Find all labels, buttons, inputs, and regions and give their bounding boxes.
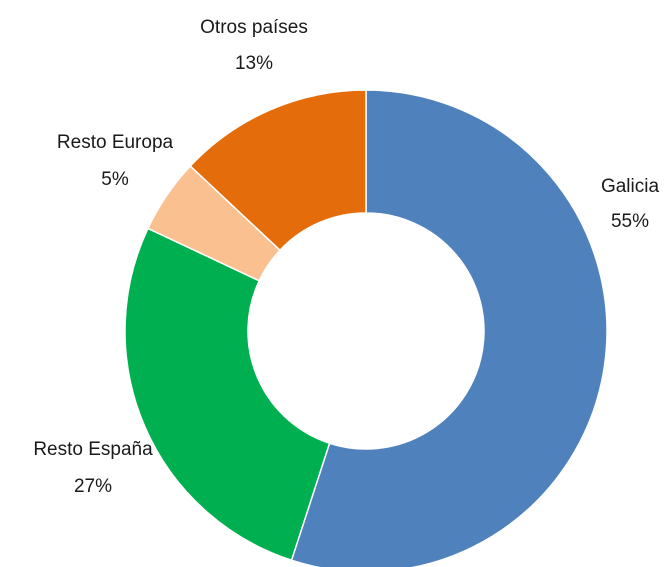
- donut-slice: [124, 227, 331, 562]
- category-label: Galicia: [601, 176, 660, 197]
- donut-slice: [189, 89, 367, 252]
- value-label: 27%: [74, 476, 112, 497]
- category-label: Otros países: [200, 17, 308, 38]
- category-label: Resto España: [33, 439, 153, 460]
- value-label: 5%: [101, 169, 129, 190]
- donut-slice: [290, 89, 608, 567]
- category-label: Resto Europa: [57, 132, 174, 153]
- value-label: 55%: [611, 211, 649, 232]
- value-label: 13%: [235, 53, 273, 74]
